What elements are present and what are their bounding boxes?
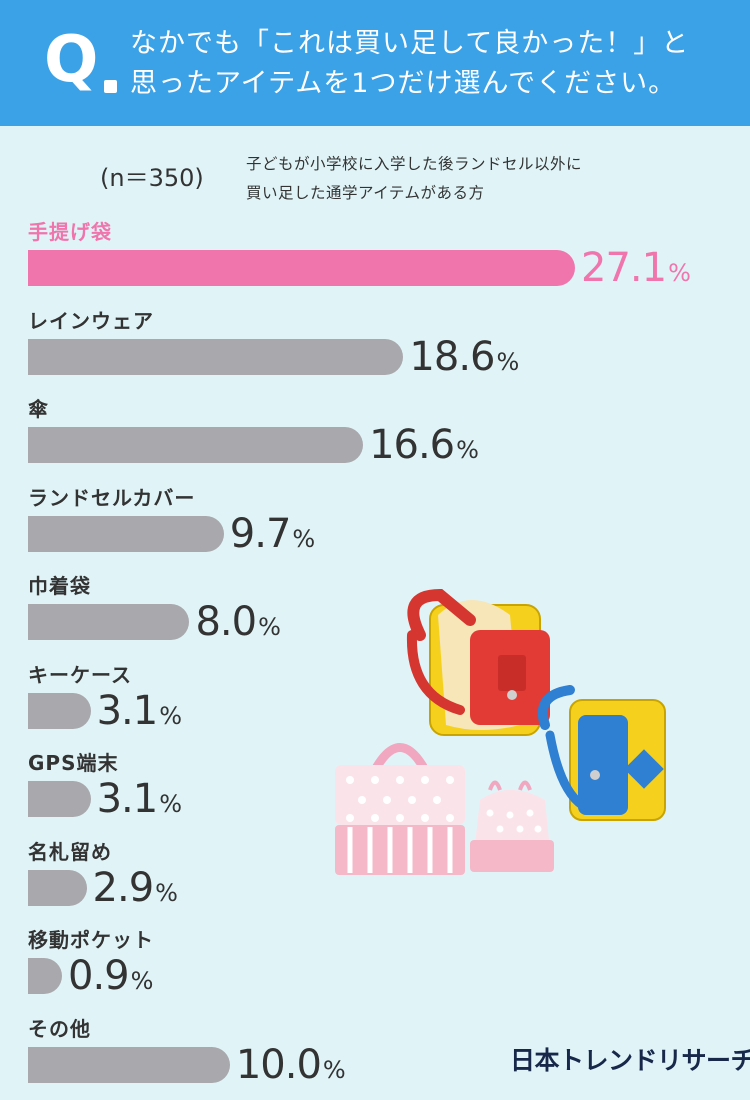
category-label: GPS端末 — [28, 751, 119, 775]
value-label: 2.9% — [93, 868, 178, 908]
value-unit: % — [322, 1055, 346, 1084]
value-label: 18.6% — [409, 337, 519, 377]
q-mark: Q — [44, 23, 99, 97]
value-label: 3.1% — [97, 691, 182, 731]
sample-size: (n＝350) — [100, 164, 204, 192]
category-label: 名札留め — [28, 839, 112, 864]
category-label: その他 — [28, 1016, 91, 1041]
category-label: 傘 — [28, 397, 49, 421]
category-label: レインウェア — [28, 308, 154, 333]
value-unit: % — [456, 436, 479, 464]
value-label: 3.1% — [97, 779, 182, 819]
value-unit: % — [496, 347, 520, 376]
blue-randoseru-icon — [537, 685, 666, 821]
brand-logo: 日本トレンドリサーチ — [510, 1046, 750, 1075]
question-header: Q なかでも「これは買い足して良かった！」と 思ったアイテムを1つだけ選んでくだ… — [0, 0, 750, 126]
bar — [28, 427, 364, 463]
bar — [28, 692, 91, 729]
value-unit: % — [668, 259, 691, 287]
value-number: 3.1 — [96, 687, 159, 734]
bar — [28, 515, 224, 552]
value-number: 10.0 — [235, 1041, 322, 1088]
value-unit: % — [292, 524, 316, 553]
value-unit: % — [159, 701, 182, 730]
value-label: 9.7% — [230, 514, 315, 554]
bar — [28, 781, 91, 817]
value-unit: % — [130, 967, 154, 995]
bar — [28, 958, 62, 994]
bar — [28, 338, 404, 375]
category-label: ランドセルカバー — [28, 485, 196, 510]
bar — [28, 1046, 230, 1083]
category-label: 移動ポケット — [28, 928, 154, 952]
bar — [28, 604, 190, 640]
value-unit: % — [258, 613, 281, 641]
bar — [28, 250, 575, 286]
value-label: 16.6% — [369, 425, 479, 465]
category-label: キーケース — [28, 662, 132, 687]
drawstring-bag-icon — [470, 780, 554, 872]
sample-description: 子どもが小学校に入学した後ランドセル以外に 買い足した通学アイテムがある方 — [246, 155, 583, 202]
value-number: 2.9 — [92, 864, 155, 911]
value-number: 27.1 — [581, 245, 667, 291]
value-number: 18.6 — [409, 333, 495, 380]
category-label: 手提げ袋 — [28, 220, 112, 244]
red-randoseru-icon — [406, 588, 550, 736]
value-label: 10.0% — [236, 1045, 346, 1085]
q-dot — [104, 80, 117, 93]
value-number: 9.7 — [229, 510, 292, 557]
pink-tote-icon — [335, 743, 465, 875]
category-label: 巾着袋 — [28, 574, 91, 598]
value-number: 16.6 — [369, 422, 455, 468]
value-label: 8.0% — [195, 602, 280, 642]
bar — [28, 869, 87, 906]
value-number: 0.9 — [68, 953, 130, 999]
value-label: 27.1% — [581, 248, 691, 288]
question-text: なかでも「これは買い足して良かった！」と 思ったアイテムを1つだけ選んでください… — [130, 28, 690, 99]
school-bags-illustration — [335, 588, 666, 875]
value-label: 0.9% — [68, 956, 153, 996]
value-number: 8.0 — [195, 599, 257, 645]
value-unit: % — [155, 878, 178, 907]
value-unit: % — [159, 790, 182, 818]
value-number: 3.1 — [96, 776, 159, 822]
